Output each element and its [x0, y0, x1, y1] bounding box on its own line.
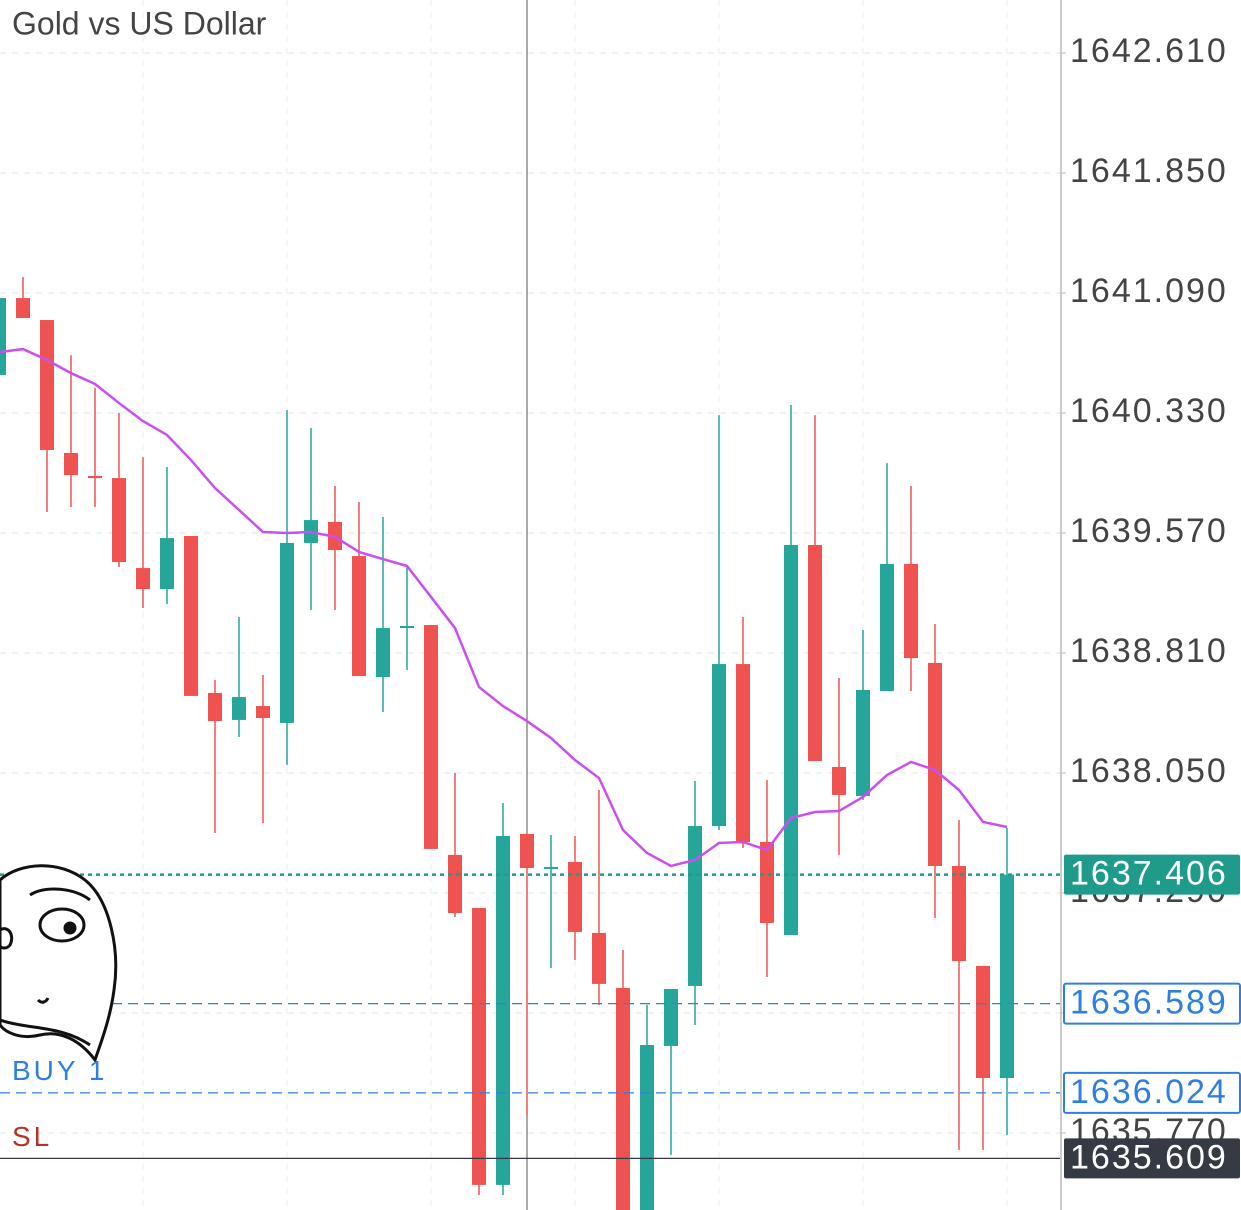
price-tag: [1064, 1138, 1240, 1179]
candle-body: [88, 476, 102, 479]
candle-body: [904, 563, 918, 659]
candle-body: [40, 320, 54, 450]
plot-area: [0, 0, 1060, 1210]
moving-average-line: [0, 347, 1008, 868]
candle-body: [184, 536, 198, 696]
candle-body: [568, 862, 582, 932]
candle-body: [952, 865, 966, 962]
candle-body: [256, 706, 270, 719]
price-tag-label: 1637.406: [1070, 855, 1228, 893]
candle-body: [640, 1045, 654, 1210]
candle-body: [712, 664, 726, 827]
candle-body: [112, 478, 126, 563]
candle-body: [664, 988, 678, 1046]
candle-body: [544, 866, 558, 869]
candle-body: [0, 298, 6, 375]
candle-body: [424, 625, 438, 849]
grid: [0, 0, 1060, 1210]
candle-body: [880, 563, 894, 692]
candle-body: [64, 452, 78, 476]
candle-body: [448, 854, 462, 914]
y-tick-label: 1641.850: [1070, 152, 1228, 190]
price-axis: 1642.610 1641.850 1641.090 1640.330 1639.570…: [1060, 32, 1228, 1150]
candle-body: [472, 907, 486, 1185]
candle-body: [160, 538, 174, 590]
price-line-label: BUY 1: [12, 1055, 107, 1086]
candle-body: [16, 298, 30, 318]
candle-body: [928, 662, 942, 866]
candle-body: [1000, 874, 1014, 1079]
face-sticker: [0, 864, 118, 1064]
candle-body: [496, 835, 510, 1185]
candle-body: [208, 692, 222, 722]
y-tick-label: 1638.050: [1070, 752, 1228, 790]
price-tag: [1064, 854, 1240, 895]
price-tag: [1063, 982, 1241, 1025]
candle-body: [616, 988, 630, 1210]
y-tick-label: 1642.610: [1070, 32, 1228, 70]
y-tick-label: 1639.570: [1070, 512, 1228, 550]
candle-body: [592, 932, 606, 984]
candle-body: [400, 625, 414, 628]
candle-body: [376, 628, 390, 677]
price-tag-label: 1636.589: [1070, 984, 1228, 1022]
chart-title: Gold vs US Dollar: [12, 5, 267, 41]
candle-body: [784, 545, 798, 935]
y-tick-label: 1638.810: [1070, 632, 1228, 670]
candle-body: [736, 664, 750, 842]
candle-body: [976, 965, 990, 1079]
candle-body: [520, 833, 534, 869]
candle-body: [760, 841, 774, 923]
candle-body: [232, 697, 246, 720]
candle-body: [688, 826, 702, 986]
candle-body: [808, 545, 822, 761]
price-tag-label: 1635.609: [1070, 1138, 1228, 1176]
candle-body: [136, 568, 150, 590]
price-line-label: SL: [12, 1121, 52, 1152]
candle-body: [856, 689, 870, 797]
candle-body: [280, 542, 294, 723]
candle-body: [352, 556, 366, 677]
candle-body: [832, 766, 846, 795]
y-tick-label: 1641.090: [1070, 272, 1228, 310]
y-tick-label: 1640.330: [1070, 392, 1228, 430]
price-tag: [1063, 1071, 1241, 1114]
price-tag-label: 1636.024: [1070, 1073, 1228, 1111]
